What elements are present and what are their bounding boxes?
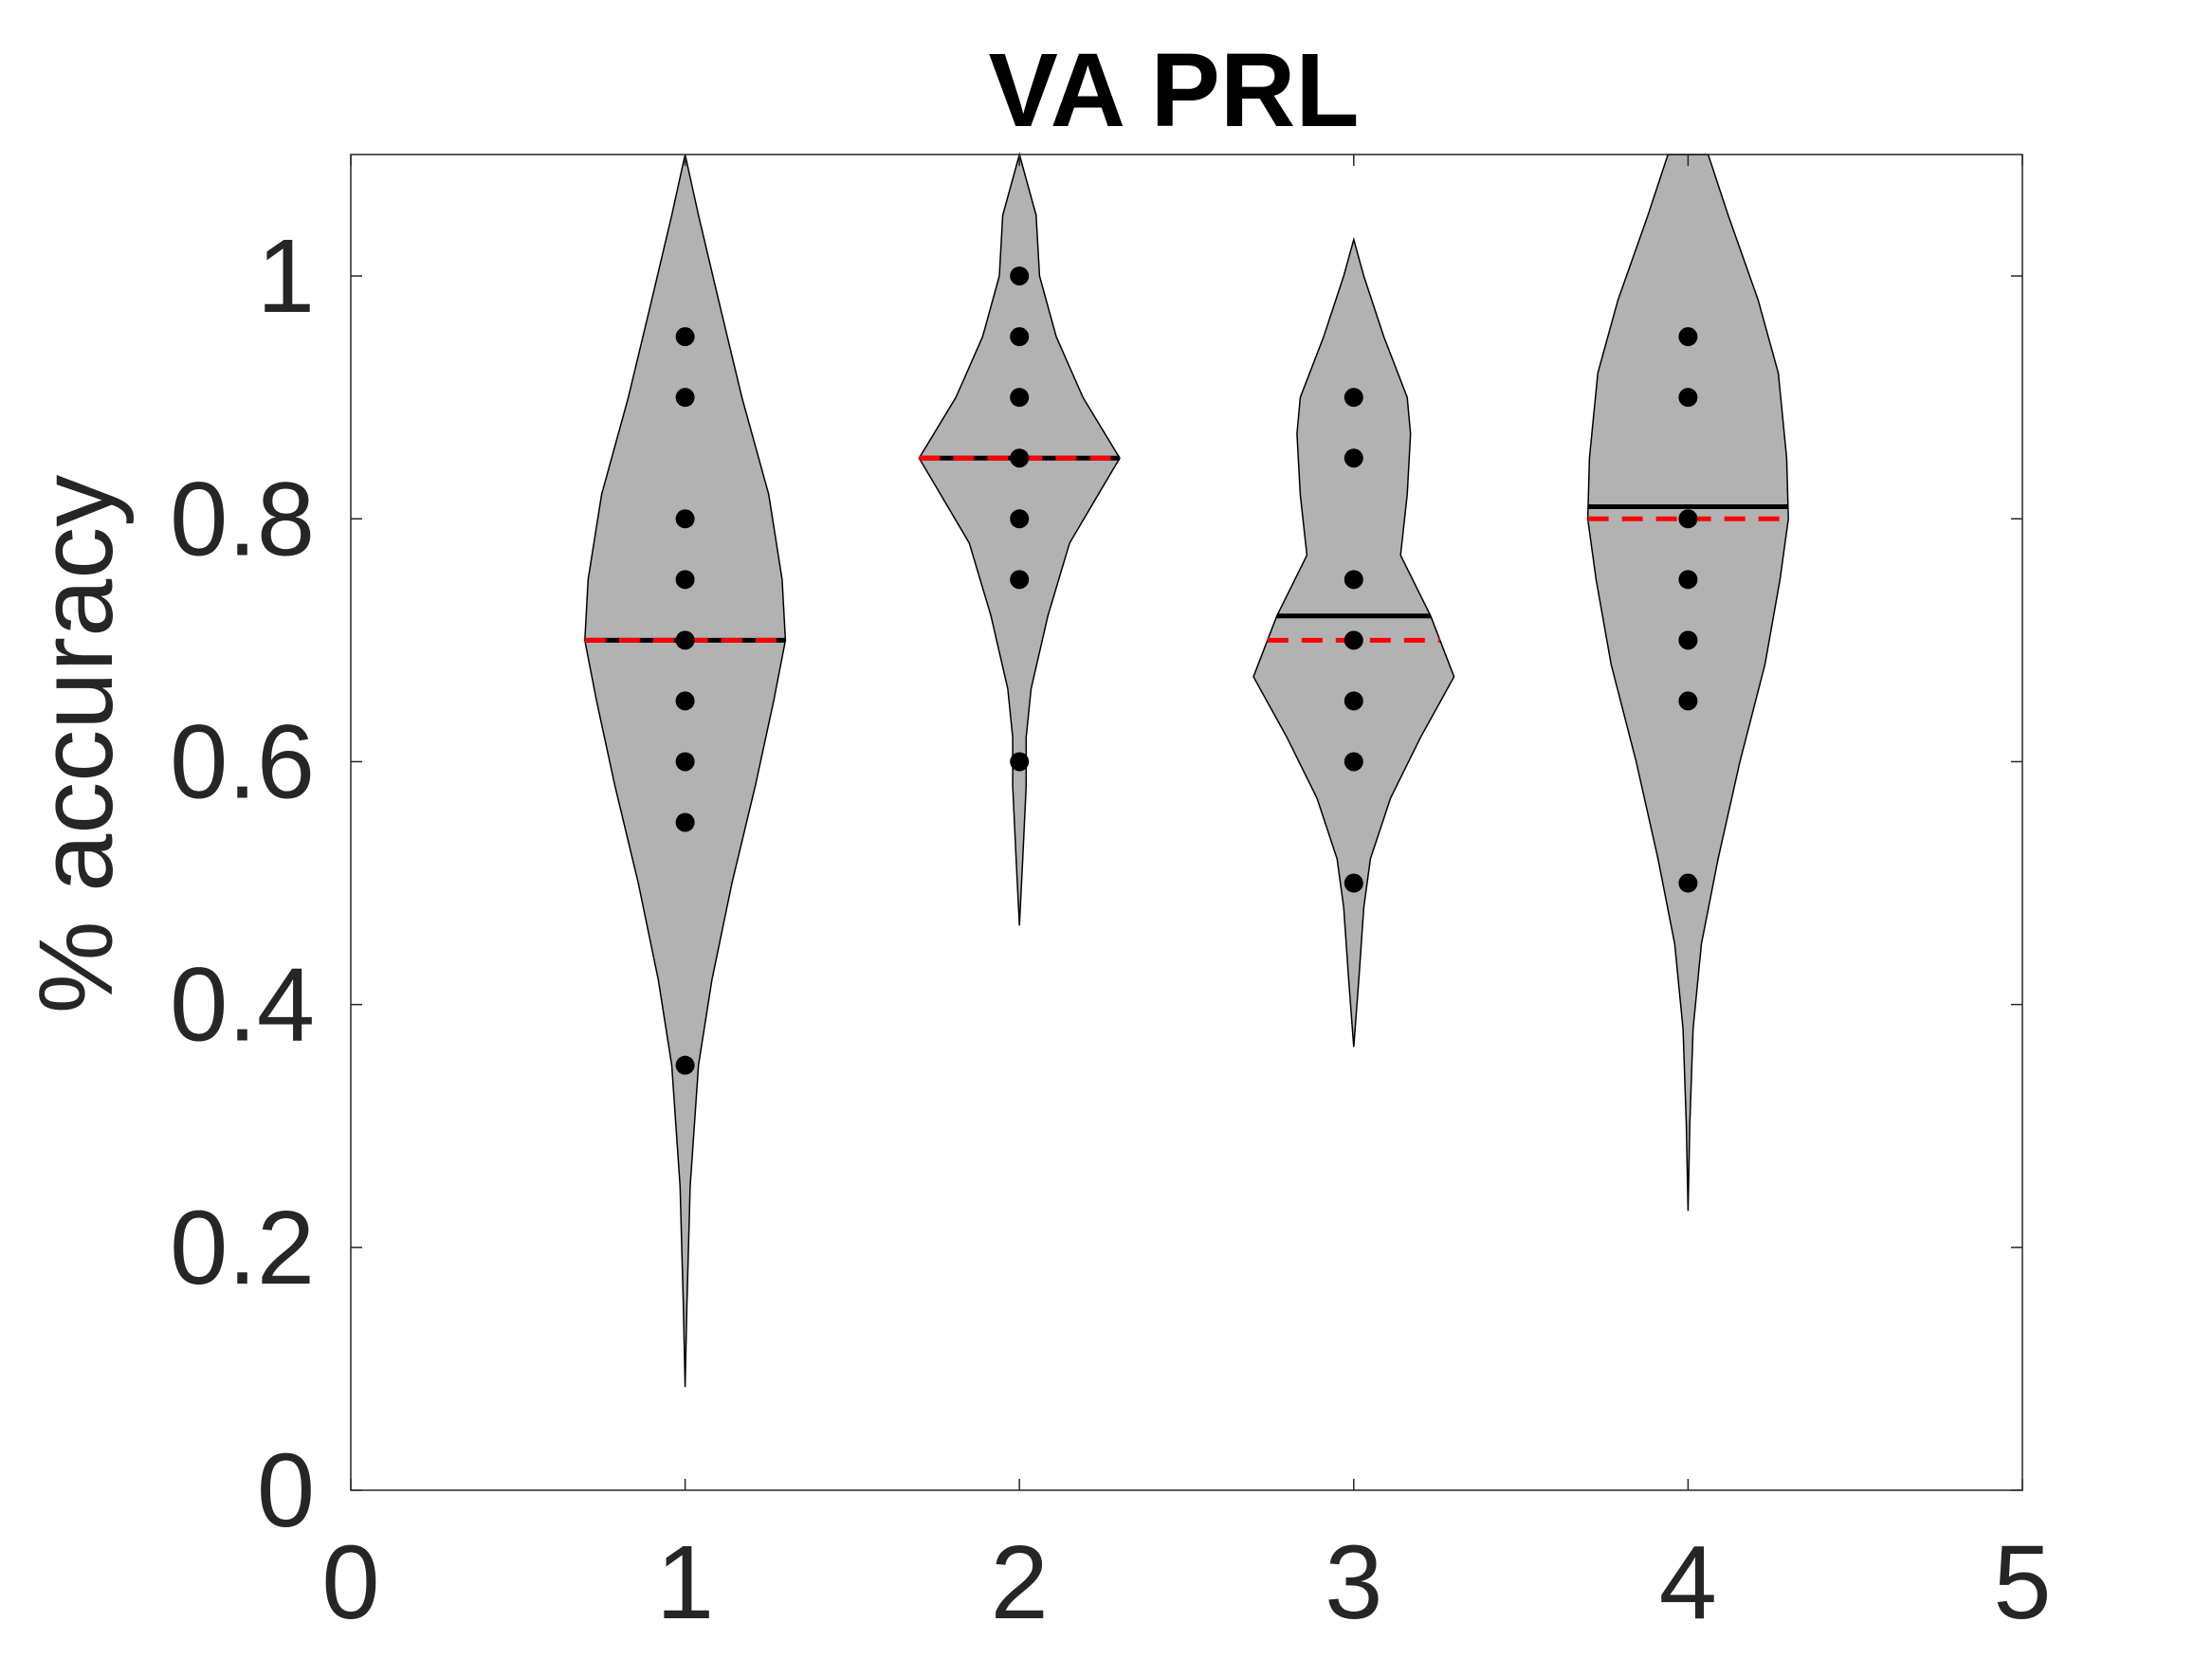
- data-point-3-3: [1344, 570, 1363, 590]
- data-point-2-6: [1010, 570, 1030, 590]
- data-point-4-1: [1678, 327, 1698, 347]
- data-point-4-2: [1678, 388, 1698, 408]
- y-tick-label-0.6: 0.6: [170, 703, 315, 820]
- data-point-1-1: [675, 327, 695, 347]
- data-point-2-2: [1010, 327, 1030, 347]
- y-tick-label-1: 1: [257, 218, 315, 335]
- data-point-1-4: [675, 570, 695, 590]
- data-point-4-7: [1678, 873, 1698, 893]
- data-point-3-7: [1344, 873, 1363, 893]
- data-point-3-1: [1344, 388, 1363, 408]
- data-point-2-1: [1010, 266, 1030, 286]
- x-axis-ticks: 0 1 2 3 4 5: [321, 155, 2052, 1641]
- x-tick-label-1: 1: [656, 1524, 714, 1641]
- violin-4: [1586, 154, 1789, 1212]
- x-tick-label-2: 2: [991, 1524, 1049, 1641]
- data-point-4-5: [1678, 630, 1698, 650]
- violin-layer: [584, 152, 1789, 1388]
- data-point-3-4: [1344, 630, 1363, 650]
- y-axis-label: % accuracy: [18, 475, 135, 1014]
- data-point-layer: [675, 266, 1698, 1075]
- data-point-2-7: [1010, 752, 1030, 772]
- data-point-4-6: [1678, 691, 1698, 711]
- data-point-1-9: [675, 1055, 695, 1075]
- y-tick-label-0.8: 0.8: [170, 461, 315, 577]
- data-point-1-7: [675, 752, 695, 772]
- data-point-1-3: [675, 509, 695, 529]
- x-tick-label-3: 3: [1325, 1524, 1382, 1641]
- data-point-1-8: [675, 812, 695, 832]
- y-tick-label-0: 0: [257, 1432, 315, 1549]
- y-axis-ticks: 0 0.2 0.4 0.6 0.8 1: [170, 218, 2022, 1549]
- plot-area-frame: [350, 154, 2023, 1491]
- data-point-4-3: [1678, 509, 1698, 529]
- data-point-1-2: [675, 388, 695, 408]
- data-point-3-5: [1344, 691, 1363, 711]
- data-point-1-6: [675, 691, 695, 711]
- data-point-4-4: [1678, 570, 1698, 590]
- data-point-3-2: [1344, 448, 1363, 468]
- data-point-2-4: [1010, 448, 1030, 468]
- x-tick-label-4: 4: [1659, 1524, 1717, 1641]
- x-tick-label-5: 5: [1993, 1524, 2051, 1641]
- y-tick-label-0.4: 0.4: [170, 947, 315, 1064]
- data-point-2-5: [1010, 509, 1030, 529]
- data-point-1-5: [675, 630, 695, 650]
- y-tick-label-0.2: 0.2: [170, 1190, 315, 1306]
- data-point-2-3: [1010, 388, 1030, 408]
- x-tick-label-0: 0: [321, 1524, 379, 1641]
- chart-title: VA PRL: [988, 32, 1359, 149]
- data-point-3-6: [1344, 752, 1363, 772]
